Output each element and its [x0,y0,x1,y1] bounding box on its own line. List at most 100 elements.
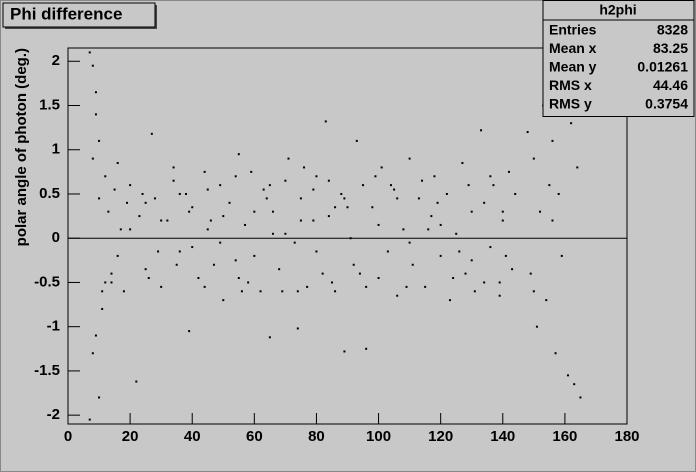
point [396,197,399,200]
point [98,396,101,399]
point [160,219,163,222]
stats-name: h2phi [599,2,636,18]
point [551,139,554,142]
point [408,157,411,160]
point [104,281,107,284]
point [178,250,181,253]
point [281,290,284,293]
point [321,272,324,275]
point [234,175,237,178]
point [104,175,107,178]
point [455,232,458,235]
point [107,210,110,213]
point [138,215,141,218]
point [365,285,368,288]
point [424,285,427,288]
point [374,175,377,178]
point [299,197,302,200]
point [324,120,327,123]
point [91,157,94,160]
point [448,299,451,302]
point [545,299,548,302]
point [489,175,492,178]
y-tick-label: 0 [52,229,60,246]
point [306,285,309,288]
x-tick-label: 160 [552,428,577,445]
point [222,215,225,218]
point [122,290,125,293]
x-tick-label: 40 [184,428,201,445]
point [417,197,420,200]
point [439,254,442,257]
point [160,285,163,288]
point [579,396,582,399]
point [461,162,464,165]
point [467,184,470,187]
point [147,277,150,280]
point [439,223,442,226]
x-tick-label: 120 [428,428,453,445]
point [396,294,399,297]
x-tick-label: 180 [614,428,639,445]
point [219,184,222,187]
y-axis-label: polar angle of photon (deg.) [13,48,30,246]
point [262,188,265,191]
point [402,228,405,231]
x-tick-label: 60 [246,428,263,445]
point [185,192,188,195]
point [315,175,318,178]
point [421,179,424,182]
point [157,250,160,253]
chart-title: Phi difference [10,4,122,23]
y-tick-label: 1 [52,141,60,158]
marks [88,51,582,421]
point [206,188,209,191]
point [247,281,250,284]
point [287,157,290,160]
point [430,215,433,218]
point [507,170,510,173]
point [554,352,557,355]
point [452,277,455,280]
point [327,179,330,182]
point [296,327,299,330]
point [178,192,181,195]
point [377,223,380,226]
point [206,228,209,231]
point [284,179,287,182]
point [566,374,569,377]
point [498,281,501,284]
point [498,294,501,297]
point [268,184,271,187]
point [141,192,144,195]
point [98,139,101,142]
stats-value: 44.46 [653,77,688,93]
point [405,285,408,288]
point [365,347,368,350]
point [352,263,355,266]
point [532,157,535,160]
point [237,277,240,280]
point [110,281,113,284]
y-tick-label: -1 [47,318,60,335]
point [343,197,346,200]
point [557,192,560,195]
point [278,268,281,271]
point [296,290,299,293]
point [312,219,315,222]
point [408,241,411,244]
point [492,184,495,187]
point [116,162,119,165]
point [153,197,156,200]
point [250,170,253,173]
point [358,272,361,275]
stats-rows: Entries 8328 Mean x 83.25 Mean y 0.01261 RMS x… [549,22,688,112]
point [483,201,486,204]
point [88,51,91,54]
point [411,263,414,266]
point [175,263,178,266]
point [489,246,492,249]
point [197,277,200,280]
